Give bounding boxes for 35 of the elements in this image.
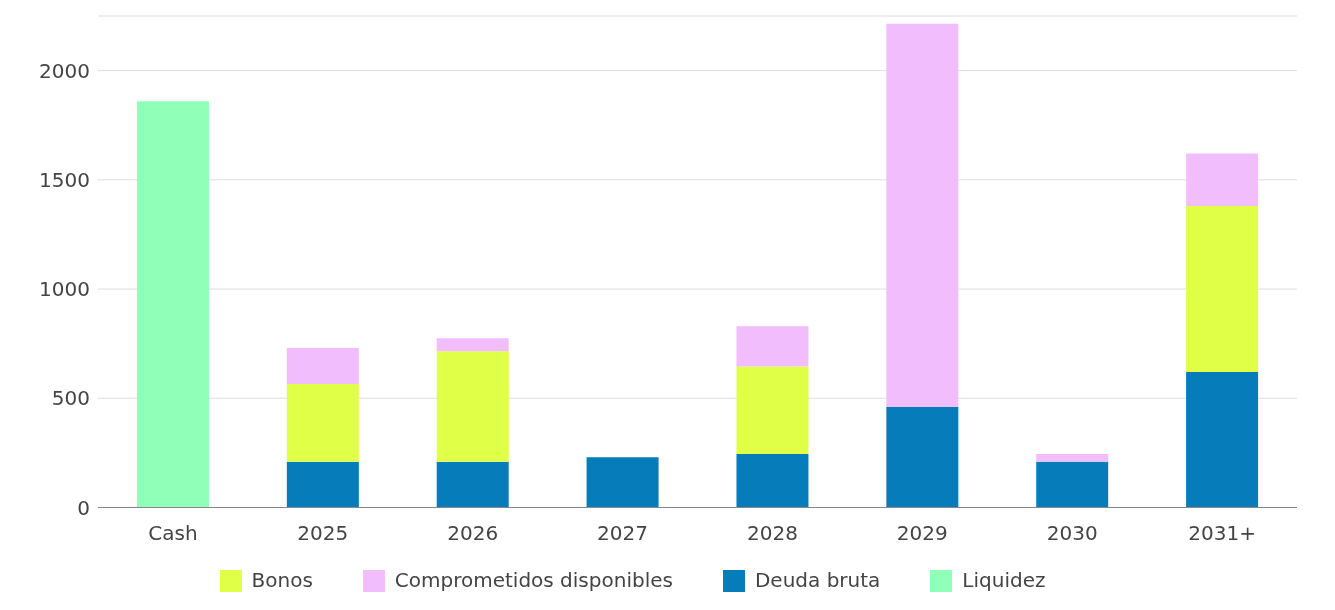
x-tick-label: 2030 xyxy=(1046,520,1098,545)
y-tick-label: 0 xyxy=(77,495,90,520)
bar xyxy=(286,461,359,508)
legend-label: Deuda bruta xyxy=(754,567,881,592)
bar xyxy=(1186,153,1259,207)
bar xyxy=(136,101,209,508)
y-tick-label: 1500 xyxy=(39,167,90,192)
bar xyxy=(1036,461,1109,508)
bar xyxy=(886,23,959,408)
x-tick-label: 2027 xyxy=(597,520,649,545)
x-tick-label: 2029 xyxy=(896,520,948,545)
y-tick-label: 2000 xyxy=(39,58,90,83)
bar xyxy=(286,384,359,462)
bar xyxy=(1036,453,1109,462)
bar xyxy=(886,407,959,508)
bar xyxy=(736,326,809,367)
x-tick-label: 2025 xyxy=(297,520,349,545)
legend-label: Comprometidos disponibles xyxy=(394,567,673,592)
bar xyxy=(586,457,659,508)
x-tick-label: 2031+ xyxy=(1188,520,1256,545)
y-tick-label: 500 xyxy=(51,386,90,411)
y-tick-label: 1000 xyxy=(39,277,90,302)
bar xyxy=(436,461,509,508)
bar xyxy=(436,351,509,462)
bar xyxy=(436,338,509,352)
legend-label: Liquidez xyxy=(962,567,1046,592)
bar xyxy=(736,366,809,454)
x-tick-label: 2026 xyxy=(447,520,499,545)
bar xyxy=(736,453,809,508)
bar xyxy=(286,348,359,385)
bar xyxy=(1186,206,1259,373)
legend-label: Bonos xyxy=(251,567,313,592)
x-tick-label: Cash xyxy=(148,520,198,545)
x-tick-label: 2028 xyxy=(746,520,798,545)
bar xyxy=(1186,372,1259,508)
